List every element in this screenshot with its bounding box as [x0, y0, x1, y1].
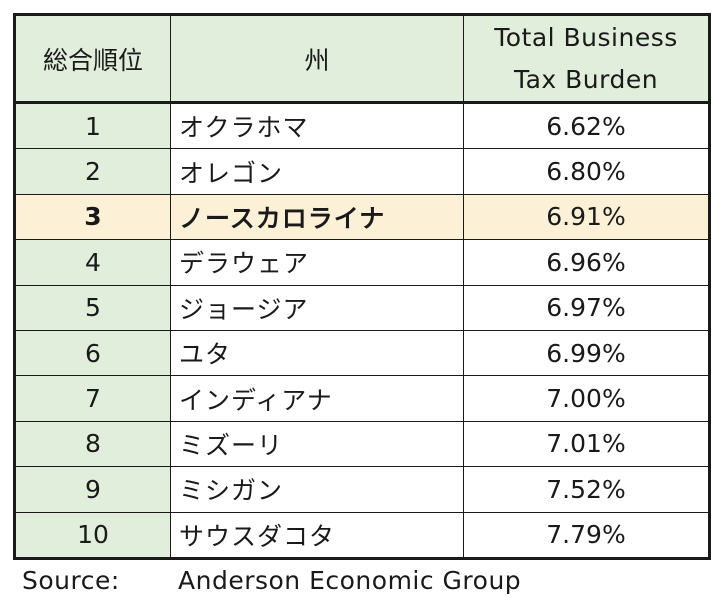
rank-cell: 5: [14, 284, 171, 331]
tax-burden-cell: 6.99%: [463, 329, 710, 377]
rank-cell: 1: [14, 101, 171, 150]
state-cell: ミズーリ: [170, 420, 464, 468]
state-cell: オクラホマ: [170, 101, 464, 150]
state-cell: インディアナ: [170, 375, 464, 422]
tax-burden-cell: 6.80%: [463, 148, 710, 195]
header-state: 州: [170, 14, 464, 103]
table-row: 10 サウスダコタ 7.79%: [14, 511, 710, 559]
table-row: 1 オクラホマ 6.62%: [14, 101, 710, 150]
tax-burden-cell: 7.79%: [463, 511, 710, 559]
tax-burden-cell: 6.97%: [463, 284, 710, 331]
rank-cell: 4: [14, 239, 171, 286]
table-header-row: 総合順位 州 Total Business Tax Burden: [14, 14, 710, 103]
rank-cell: 9: [14, 466, 171, 513]
rank-cell: 2: [14, 148, 171, 195]
tax-burden-cell: 6.96%: [463, 239, 710, 286]
table-row: 9 ミシガン 7.52%: [14, 466, 710, 513]
table-row: 2 オレゴン 6.80%: [14, 148, 710, 195]
state-cell: ユタ: [170, 329, 464, 377]
source-label: Source:: [22, 566, 120, 595]
header-total-business-tax-burden: Total Business Tax Burden: [463, 14, 710, 103]
state-cell: デラウェア: [170, 239, 464, 286]
table-row: 4 デラウェア 6.96%: [14, 239, 710, 286]
rank-cell: 8: [14, 420, 171, 468]
table-row: 6 ユタ 6.99%: [14, 329, 710, 377]
tax-burden-cell: 6.91%: [463, 193, 710, 241]
header-tax-line1: Total Business: [494, 22, 678, 52]
table-row: 7 インディアナ 7.00%: [14, 375, 710, 422]
tax-burden-cell: 7.52%: [463, 466, 710, 513]
table-row: 5 ジョージア 6.97%: [14, 284, 710, 331]
rank-cell: 10: [14, 511, 171, 559]
tax-burden-cell: 7.00%: [463, 375, 710, 422]
tax-burden-cell: 7.01%: [463, 420, 710, 468]
state-cell: オレゴン: [170, 148, 464, 195]
source-note: Source: Anderson Economic Group: [22, 566, 521, 595]
state-cell: ジョージア: [170, 284, 464, 331]
table-row: 8 ミズーリ 7.01%: [14, 420, 710, 468]
tax-burden-cell: 6.62%: [463, 101, 710, 150]
ranking-table: 総合順位 州 Total Business Tax Burden 1 オクラホマ 6…: [13, 13, 711, 560]
header-overall-rank: 総合順位: [14, 14, 171, 103]
state-cell: サウスダコタ: [170, 511, 464, 559]
source-text: Anderson Economic Group: [178, 566, 522, 595]
rank-cell: 6: [14, 329, 171, 377]
rank-cell: 3: [14, 193, 171, 241]
table-row: 3 ノースカロライナ 6.91%: [14, 193, 710, 241]
state-cell: ミシガン: [170, 466, 464, 513]
state-cell: ノースカロライナ: [170, 193, 464, 241]
rank-cell: 7: [14, 375, 171, 422]
header-tax-line2: Tax Burden: [513, 64, 659, 94]
